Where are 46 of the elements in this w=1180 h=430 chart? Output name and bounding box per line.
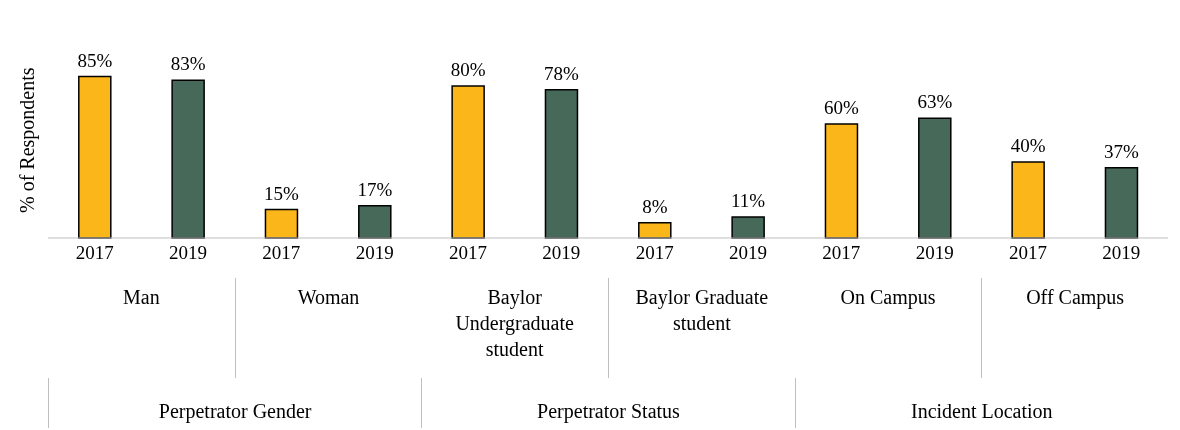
text: Woman	[234, 278, 422, 378]
x-tick-label: 2019	[915, 242, 954, 264]
text: Off Campus	[981, 278, 1168, 378]
bar	[451, 85, 485, 239]
bar	[918, 117, 952, 239]
data-label: 60%	[824, 97, 860, 118]
x-tick-label: 2017	[822, 242, 861, 264]
data-label: 17%	[357, 178, 393, 200]
bar	[1104, 166, 1139, 239]
data-label: 80%	[450, 59, 486, 80]
bar	[1011, 161, 1045, 239]
text: Perpetrator Status	[421, 378, 795, 428]
bar	[731, 216, 765, 239]
data-label: 78%	[544, 62, 580, 84]
bar	[78, 75, 112, 239]
x-tick-label: 2017	[635, 242, 674, 264]
x-tick-label: 2019	[729, 242, 767, 264]
text: On Campus	[839, 285, 937, 311]
bar	[171, 79, 205, 239]
y-axis-title: % of Respondents	[16, 67, 40, 213]
bar	[264, 208, 299, 239]
data-label: 83%	[170, 53, 206, 75]
x-tick-label: 2017	[1009, 242, 1047, 264]
text: Baylor Graduate student	[608, 278, 795, 378]
data-label: 63%	[917, 91, 953, 113]
x-tick-label: 2019	[169, 242, 207, 264]
text: Perpetrator Gender	[48, 378, 422, 428]
data-label: 37%	[1104, 140, 1140, 162]
text: Baylor Undergraduate student	[454, 285, 575, 362]
x-tick-label: 2017	[262, 242, 301, 264]
data-label: 8%	[642, 195, 668, 217]
x-tick-label: 2019	[542, 242, 581, 264]
x-tick-label: 2019	[355, 242, 394, 264]
text: Incident Location	[794, 378, 1168, 428]
data-label: 85%	[77, 49, 113, 71]
text: Man	[122, 285, 161, 310]
bar	[638, 222, 672, 239]
x-tick-label: 2017	[449, 242, 487, 264]
bar	[544, 89, 579, 239]
bar	[358, 204, 392, 239]
data-label: 40%	[1010, 135, 1046, 156]
bar	[824, 123, 859, 239]
data-label: 15%	[264, 182, 300, 204]
x-tick-label: 2017	[75, 242, 114, 264]
x-tick-label: 2019	[1102, 242, 1141, 264]
data-label: 11%	[731, 190, 766, 212]
